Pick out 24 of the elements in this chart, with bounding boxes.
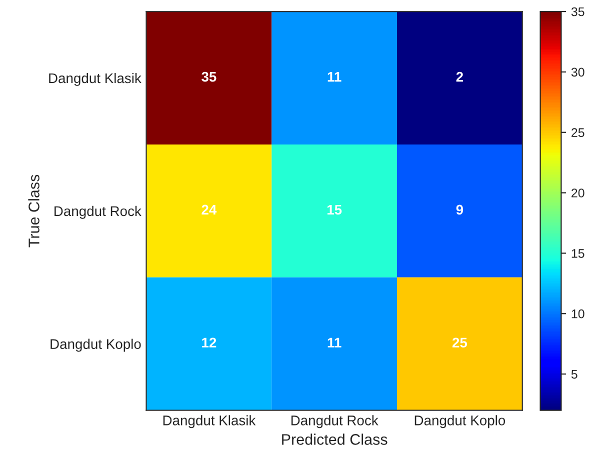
data-label: 15	[327, 204, 342, 215]
x-tick-label: Dangdut Rock	[291, 415, 378, 428]
data-label: 35	[202, 72, 216, 82]
data-label: 24	[202, 204, 217, 214]
y-tick-label: Dangdut Koplo	[50, 338, 141, 352]
x-axis-title: Predicted Class	[282, 434, 388, 445]
color-bar-label: 10	[572, 309, 584, 318]
y-tick-label: Dangdut Klasik	[49, 72, 142, 86]
color-bar-label: 20	[572, 188, 584, 198]
y-tick-label: Dangdut Rock	[54, 206, 142, 219]
data-label: 11	[328, 72, 342, 82]
data-label: 12	[202, 338, 216, 348]
data-label: 11	[328, 338, 342, 348]
x-tick-label: Dangdut Koplo	[414, 415, 506, 428]
color-bar-label: 30	[571, 68, 584, 77]
data-label: 25	[452, 338, 468, 348]
color-bar-label: 35	[571, 7, 584, 16]
color-bar-label: 5	[571, 370, 578, 379]
x-tick-label: Dangdut Klasik	[163, 415, 256, 428]
data-label: 2	[456, 72, 463, 82]
data-label: 9	[456, 204, 464, 215]
y-axis-title: True Class	[28, 174, 40, 248]
color-bar-label: 25	[572, 128, 584, 138]
color-bar-label: 15	[572, 249, 584, 258]
